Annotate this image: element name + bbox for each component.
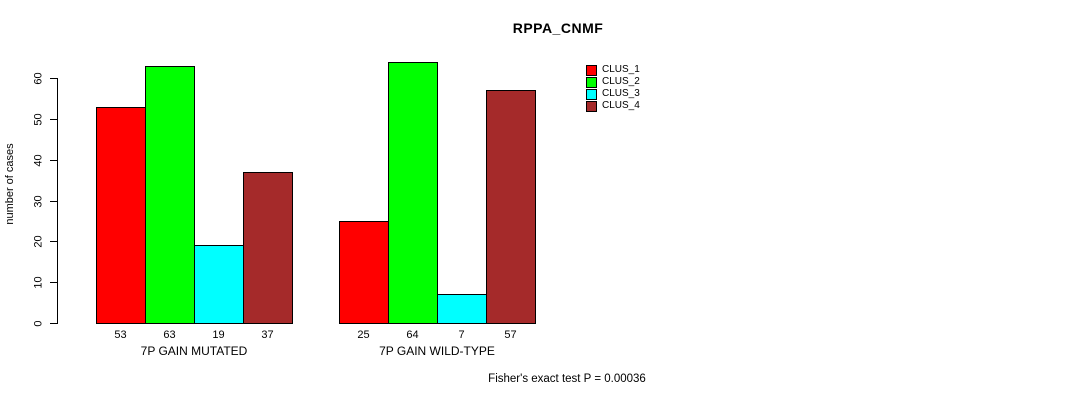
y-axis-title: number of cases xyxy=(4,143,16,225)
bar-clus_4-group2 xyxy=(486,90,536,324)
y-tick-label: 40 xyxy=(32,154,45,167)
y-tick-label: 60 xyxy=(32,72,45,85)
bar-value-label: 7 xyxy=(458,329,465,341)
y-tick-label: 10 xyxy=(32,276,45,289)
bar-clus_1-group1 xyxy=(96,106,146,324)
legend-label: CLUS_3 xyxy=(602,88,640,99)
x-category-label: 7P GAIN MUTATED xyxy=(140,344,248,358)
legend: CLUS_1 CLUS_2 CLUS_3 CLUS_4 xyxy=(586,64,640,112)
bar-value-label: 19 xyxy=(212,329,225,341)
bar-clus_1-group2 xyxy=(339,220,389,324)
legend-item-clus_1: CLUS_1 xyxy=(586,64,640,76)
stat-test-annotation: Fisher's exact test P = 0.00036 xyxy=(488,373,646,385)
bar-value-label: 37 xyxy=(261,329,274,341)
legend-label: CLUS_1 xyxy=(602,64,640,75)
bar-value-label: 53 xyxy=(114,329,127,341)
legend-swatch-clus_1 xyxy=(586,64,597,76)
y-tick-mark xyxy=(50,200,57,202)
y-tick-mark xyxy=(50,159,57,161)
chart-title: RPPA_CNMF xyxy=(512,20,604,36)
bar-clus_4-group1 xyxy=(243,171,293,324)
y-tick-label: 50 xyxy=(32,113,45,126)
legend-swatch-clus_3 xyxy=(586,88,597,100)
y-tick-mark xyxy=(50,78,57,79)
bar-value-label: 63 xyxy=(163,329,176,341)
legend-item-clus_4: CLUS_4 xyxy=(586,100,640,112)
bar-clus_3-group2 xyxy=(437,294,487,324)
y-axis-line xyxy=(57,78,58,324)
legend-item-clus_3: CLUS_3 xyxy=(586,88,640,100)
y-tick-label: 0 xyxy=(32,320,45,327)
legend-swatch-clus_4 xyxy=(586,100,597,112)
legend-swatch-clus_2 xyxy=(586,76,597,88)
y-tick-mark xyxy=(50,241,57,243)
bar-clus_3-group1 xyxy=(194,245,244,324)
bar-value-label: 25 xyxy=(357,329,370,341)
bar-clus_2-group1 xyxy=(145,65,195,324)
bar-value-label: 64 xyxy=(406,329,419,341)
y-tick-mark xyxy=(50,118,57,120)
legend-label: CLUS_2 xyxy=(602,76,640,87)
y-tick-mark xyxy=(50,282,57,284)
y-tick-label: 20 xyxy=(32,235,45,248)
y-tick-label: 30 xyxy=(32,194,45,208)
bar-clus_2-group2 xyxy=(388,61,438,324)
legend-label: CLUS_4 xyxy=(602,100,640,111)
x-category-label: 7P GAIN WILD-TYPE xyxy=(379,344,495,358)
y-tick-mark xyxy=(50,323,57,324)
legend-item-clus_2: CLUS_2 xyxy=(586,76,640,88)
bar-value-label: 57 xyxy=(504,329,517,341)
